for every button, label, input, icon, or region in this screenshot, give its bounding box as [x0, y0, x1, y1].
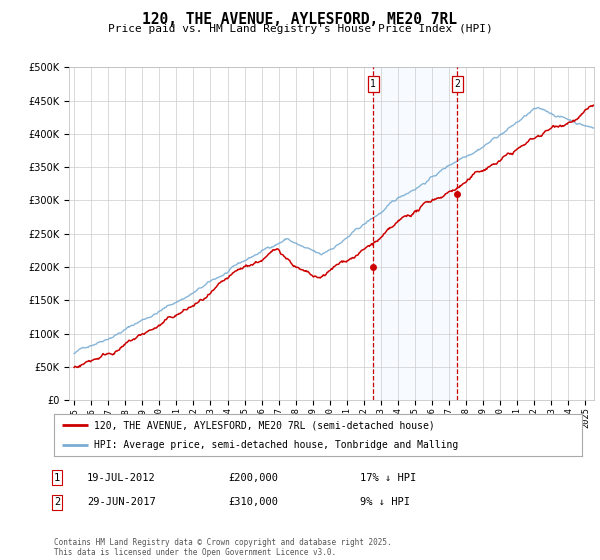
Text: 19-JUL-2012: 19-JUL-2012: [87, 473, 156, 483]
Text: 120, THE AVENUE, AYLESFORD, ME20 7RL (semi-detached house): 120, THE AVENUE, AYLESFORD, ME20 7RL (se…: [94, 421, 434, 430]
Bar: [373, 67, 457, 400]
Text: 17% ↓ HPI: 17% ↓ HPI: [360, 473, 416, 483]
Point: [368, 263, 378, 272]
Text: 29-JUN-2017: 29-JUN-2017: [87, 497, 156, 507]
Text: 120, THE AVENUE, AYLESFORD, ME20 7RL: 120, THE AVENUE, AYLESFORD, ME20 7RL: [143, 12, 458, 27]
Text: £200,000: £200,000: [228, 473, 278, 483]
Text: £310,000: £310,000: [228, 497, 278, 507]
Text: 1: 1: [370, 79, 376, 89]
Text: 2: 2: [455, 79, 460, 89]
Text: 2: 2: [54, 497, 60, 507]
Text: 9% ↓ HPI: 9% ↓ HPI: [360, 497, 410, 507]
Text: Contains HM Land Registry data © Crown copyright and database right 2025.
This d: Contains HM Land Registry data © Crown c…: [54, 538, 392, 557]
Point: [452, 189, 462, 198]
Text: 1: 1: [54, 473, 60, 483]
Text: HPI: Average price, semi-detached house, Tonbridge and Malling: HPI: Average price, semi-detached house,…: [94, 441, 458, 450]
Text: Price paid vs. HM Land Registry's House Price Index (HPI): Price paid vs. HM Land Registry's House …: [107, 24, 493, 34]
